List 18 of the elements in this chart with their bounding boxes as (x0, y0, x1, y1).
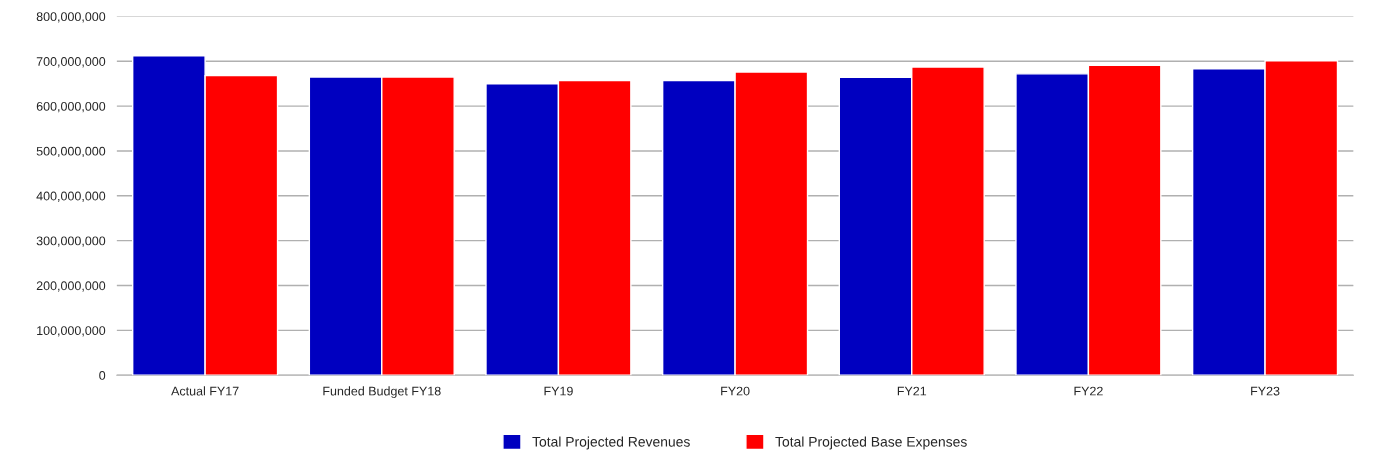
x-tick-label: FY22 (1074, 386, 1103, 396)
y-tick-label: 600,000,000 (36, 101, 106, 113)
y-tick-label: 400,000,000 (36, 191, 106, 202)
y-tick-label: 0 (99, 371, 106, 380)
x-tick-label: FY21 (897, 386, 927, 396)
legend-label: Total Projected Base Expenses (775, 436, 967, 450)
x-tick-label: Funded Budget FY18 (323, 386, 441, 398)
x-tick-label: FY23 (1251, 386, 1280, 396)
legend-label: Total Projected Revenues (532, 436, 690, 450)
y-tick-label: 100,000,000 (37, 326, 106, 337)
x-tick-label: Actual FY17 (171, 386, 239, 396)
y-tick-label: 700,000,000 (36, 57, 106, 68)
y-tick-label: 200,000,000 (36, 281, 106, 292)
x-tick-label: FY19 (544, 386, 573, 396)
x-tick-label: FY20 (721, 386, 750, 396)
y-tick-label: 300,000,000 (36, 236, 106, 247)
y-tick-label: 500,000,000 (36, 146, 106, 158)
y-tick-label: 800,000,000 (36, 12, 106, 23)
